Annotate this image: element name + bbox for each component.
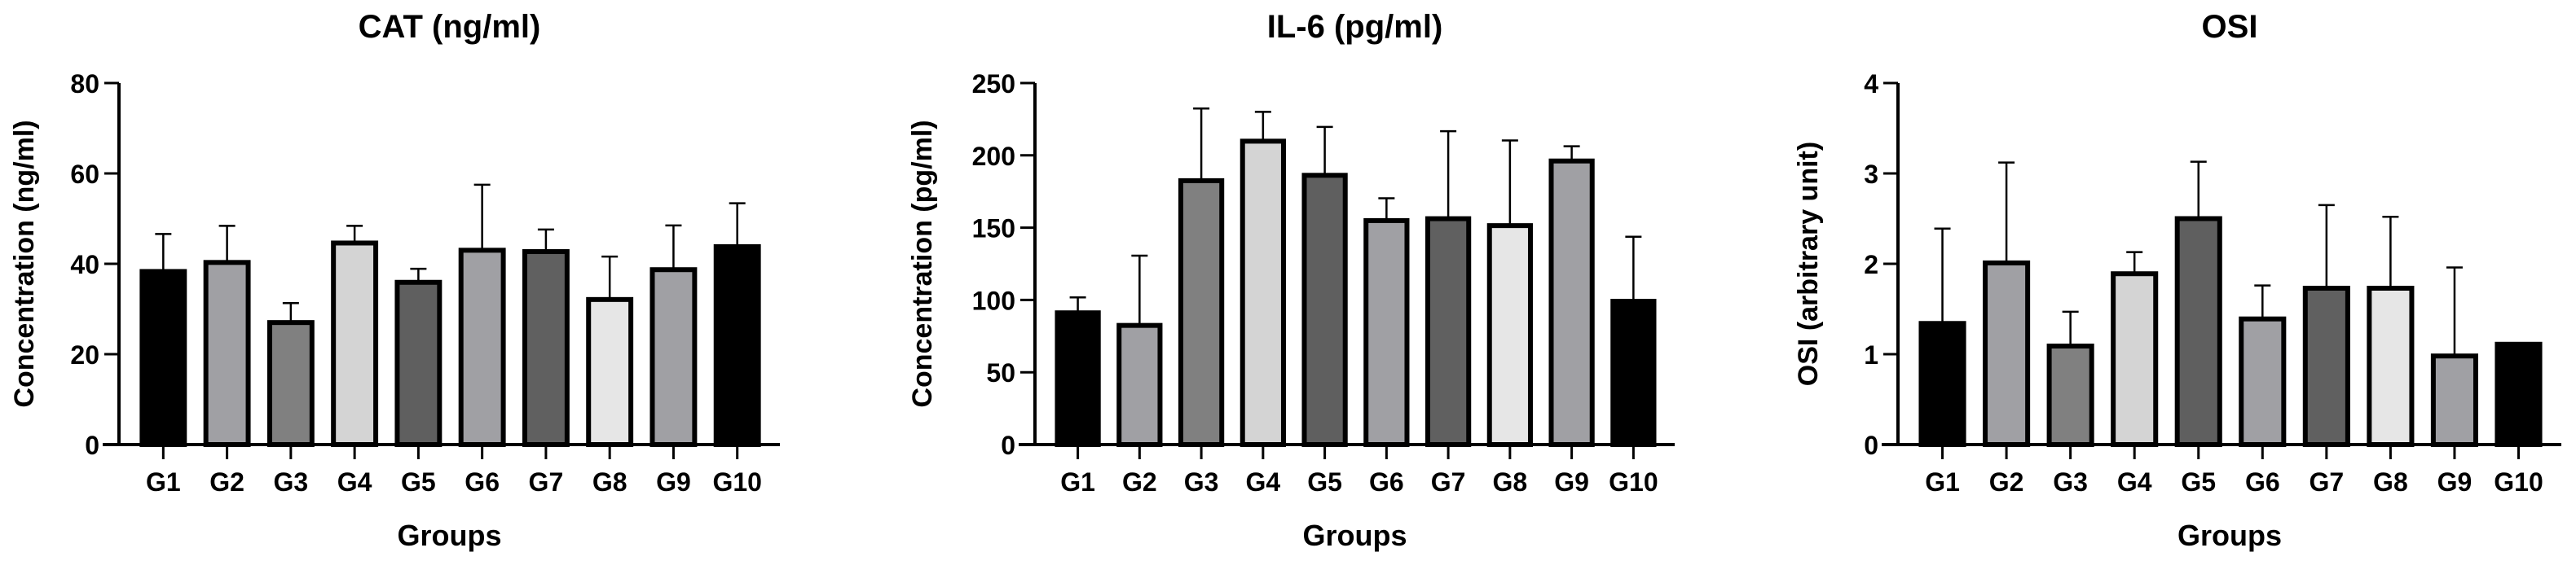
y-tick-label: 80: [70, 69, 99, 99]
y-tick-label: 50: [986, 358, 1015, 388]
bar-g7: [522, 249, 570, 448]
bar-g9: [2430, 353, 2478, 447]
y-axis-label: Concentration (pg/ml): [907, 120, 938, 407]
x-tick-label: G7: [2310, 467, 2345, 497]
bar-g5: [2174, 216, 2222, 447]
bar-g9: [1548, 158, 1595, 447]
bar-g9: [650, 267, 698, 447]
x-tick-label: G5: [401, 467, 436, 497]
bar-g5: [1301, 173, 1348, 447]
x-tick-label: G10: [1609, 467, 1658, 497]
chart-panel-3: OSI Groups OSI (arbitrary unit) G1 G2 G3 G4 G5 G…: [1793, 9, 2561, 552]
y-tick-label: 40: [70, 250, 99, 279]
bar-g3: [1178, 178, 1225, 447]
x-axis-label: Groups: [2177, 519, 2282, 552]
x-tick-label: G10: [2494, 467, 2543, 497]
bar-g2: [1116, 322, 1163, 447]
chart-panel-1: CAT (ng/ml) Groups Concentration (ng/ml) G1…: [9, 9, 780, 552]
x-tick-label: G3: [1184, 467, 1219, 497]
chart-title: OSI: [2202, 9, 2258, 45]
x-tick-label: G6: [2245, 467, 2280, 497]
x-tick-label: G6: [465, 467, 500, 497]
x-tick-label: G2: [1989, 467, 2024, 497]
bar-g10: [2495, 341, 2543, 448]
x-tick-label: G4: [1246, 467, 1281, 497]
x-tick-label: G5: [2181, 467, 2216, 497]
x-tick-label: G2: [1122, 467, 1157, 497]
bar-g4: [1240, 138, 1286, 447]
y-tick-label: 0: [1864, 431, 1878, 460]
x-tick-label: G2: [209, 467, 244, 497]
x-tick-label: G1: [1925, 467, 1960, 497]
x-tick-label: G4: [337, 467, 372, 497]
x-axis-label: Groups: [397, 519, 501, 552]
x-tick-label: G9: [656, 467, 691, 497]
x-tick-label: G8: [2373, 467, 2408, 497]
chart-title: CAT (ng/ml): [359, 9, 541, 45]
x-tick-label: G1: [1060, 467, 1095, 497]
bar-g6: [458, 248, 506, 447]
y-tick-label: 0: [85, 431, 99, 460]
x-tick-label: G9: [2437, 467, 2473, 497]
x-tick-label: G7: [529, 467, 564, 497]
bar-g2: [1983, 260, 2031, 448]
bar-g4: [331, 240, 379, 447]
bar-g3: [2046, 344, 2094, 448]
bar-g6: [1363, 217, 1410, 447]
y-tick-label: 100: [972, 286, 1015, 315]
y-tick-label: 4: [1864, 69, 1878, 99]
bar-g8: [2367, 285, 2415, 447]
x-tick-label: G8: [1493, 467, 1528, 497]
bar-g10: [1610, 298, 1657, 448]
x-tick-label: G6: [1369, 467, 1404, 497]
bar-g1: [139, 269, 187, 447]
bar-g2: [203, 260, 251, 447]
bar-g10: [713, 243, 761, 447]
bar-g7: [1425, 216, 1472, 447]
y-axis-label: OSI (arbitrary unit): [1793, 142, 1824, 386]
x-tick-label: G5: [1307, 467, 1342, 497]
chart-title: IL-6 (pg/ml): [1267, 9, 1443, 45]
x-tick-label: G3: [274, 467, 309, 497]
y-tick-label: 20: [70, 340, 99, 370]
bar-g7: [2302, 285, 2350, 447]
bar-g8: [1486, 223, 1533, 447]
y-tick-label: 1: [1864, 340, 1878, 370]
bar-g4: [2111, 271, 2159, 447]
bar-g1: [1055, 310, 1101, 447]
y-tick-label: 150: [972, 214, 1015, 243]
bar-g3: [266, 320, 315, 447]
x-tick-label: G4: [2117, 467, 2152, 497]
x-tick-label: G10: [712, 467, 761, 497]
x-tick-label: G1: [146, 467, 181, 497]
y-tick-label: 200: [972, 142, 1015, 171]
y-axis-label: Concentration (ng/ml): [9, 120, 40, 407]
chart-panel-2: IL-6 (pg/ml) Groups Concentration (pg/ml) G…: [907, 9, 1675, 552]
bar-g1: [1918, 321, 1966, 448]
bar-g8: [586, 296, 634, 447]
y-tick-label: 250: [972, 69, 1015, 99]
x-tick-label: G9: [1554, 467, 1589, 497]
bar-g5: [394, 279, 443, 447]
x-tick-label: G8: [592, 467, 627, 497]
y-tick-label: 0: [1001, 431, 1015, 460]
x-tick-label: G3: [2053, 467, 2088, 497]
y-tick-label: 2: [1864, 250, 1878, 279]
bar-g6: [2239, 316, 2287, 447]
x-tick-label: G7: [1431, 467, 1466, 497]
y-tick-label: 3: [1864, 160, 1878, 189]
x-axis-label: Groups: [1302, 519, 1407, 552]
y-tick-label: 60: [70, 160, 99, 189]
